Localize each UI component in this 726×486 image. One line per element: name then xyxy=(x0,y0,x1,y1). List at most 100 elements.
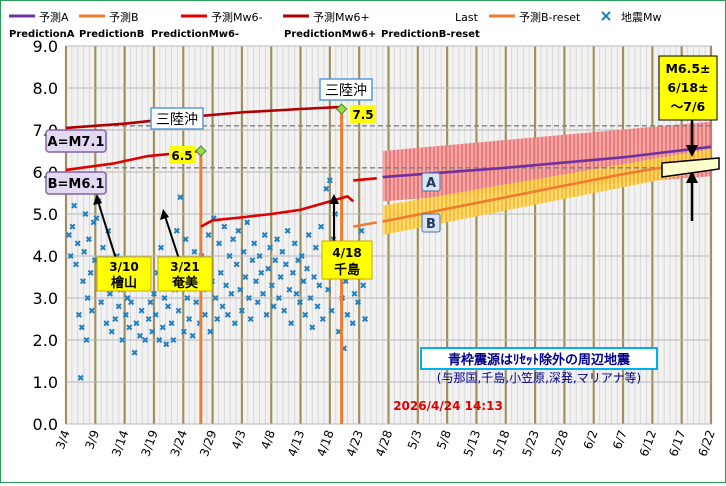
svg-text:青枠震源はﾘｾｯﾄ除外の周辺地震: 青枠震源はﾘｾｯﾄ除外の周辺地震 xyxy=(448,352,631,368)
earthquake-point xyxy=(260,290,267,297)
earthquake-point xyxy=(214,315,221,323)
legend-sublabel: PredictionB-reset xyxy=(381,29,480,40)
series-line xyxy=(200,195,355,228)
svg-text:三陸沖: 三陸沖 xyxy=(325,83,367,99)
earthquake-point xyxy=(177,194,184,201)
earthquake-point xyxy=(265,265,272,272)
earthquake-point xyxy=(163,341,170,348)
y-tick-label: 2.0 xyxy=(33,331,58,350)
x-tick-label: 4/8 xyxy=(258,428,278,451)
legend-label: 予測Mw6+ xyxy=(313,10,370,24)
earthquake-point xyxy=(168,320,175,327)
tag-4-18-chishima: 4/18 千島 xyxy=(321,240,373,280)
legend-label: 予測Mw6- xyxy=(211,10,262,24)
earthquake-point xyxy=(165,303,172,310)
last-marker xyxy=(195,145,207,157)
earthquake-point xyxy=(288,320,295,327)
earthquake-point xyxy=(201,311,208,318)
legend-label: 予測B xyxy=(109,10,139,24)
earthquake-point xyxy=(342,278,349,285)
earthquake-point xyxy=(263,311,270,318)
earthquake-point xyxy=(325,286,332,293)
earthquake-point xyxy=(91,257,98,264)
x-tick-label: 5/28 xyxy=(549,428,571,458)
legend-label: 地震Mw xyxy=(621,11,662,24)
x-tick-label: 5/23 xyxy=(520,428,542,458)
earthquake-point xyxy=(170,336,177,344)
earthquake-point xyxy=(295,257,302,264)
earthquake-point xyxy=(152,311,159,318)
x-tick-label: 4/13 xyxy=(285,428,307,458)
earthquake-point xyxy=(293,290,300,297)
earthquake-point xyxy=(291,240,298,247)
earthquake-point xyxy=(149,328,156,335)
earthquake-point xyxy=(150,290,157,297)
earthquake-point xyxy=(242,273,249,281)
earthquake-point xyxy=(282,261,289,268)
legend-label: Last xyxy=(455,11,479,24)
earthquake-point xyxy=(328,307,335,314)
earthquake-point xyxy=(82,210,89,218)
svg-text:奄美: 奄美 xyxy=(171,275,199,291)
band-label-b: B xyxy=(421,213,441,233)
earthquake-point xyxy=(279,248,286,255)
earthquake-point xyxy=(224,311,231,318)
label-b-m61: B=M6.1 xyxy=(45,171,107,195)
earthquake-point xyxy=(284,227,291,234)
earthquake-point xyxy=(270,303,277,310)
earthquake-point xyxy=(67,252,74,260)
earthquake-point xyxy=(254,299,261,306)
x-tick-label: 4/3 xyxy=(229,428,249,451)
earthquake-point xyxy=(216,240,223,247)
earthquake-point xyxy=(247,315,254,323)
earthquake-point xyxy=(311,273,318,281)
y-tick-label: 3.0 xyxy=(33,289,58,308)
x-tick-label: 5/13 xyxy=(461,428,483,458)
forecast-callout: M6.5± 6/18± ～7/6 xyxy=(658,55,718,121)
earthquake-point xyxy=(268,282,275,289)
earthquake-point xyxy=(180,328,187,335)
earthquake-point xyxy=(249,257,256,264)
y-tick-label: 5.0 xyxy=(33,205,58,224)
earthquake-point xyxy=(75,311,82,318)
svg-text:A=M7.1: A=M7.1 xyxy=(48,135,105,150)
earthquake-point xyxy=(231,320,238,327)
earthquake-point xyxy=(106,290,113,297)
tag-3-21-amami: 3/21 奄美 xyxy=(157,256,213,292)
legend: 予測A PredictionA 予測B PredictionB 予測Mw6- Predic… xyxy=(9,10,662,40)
earthquake-point xyxy=(219,303,226,310)
x-tick-label: 5/18 xyxy=(490,428,512,458)
earthquake-point xyxy=(221,223,228,230)
earthquake-point xyxy=(99,244,106,251)
y-tick-label: 4.0 xyxy=(33,247,58,266)
series-line xyxy=(353,177,377,182)
earthquake-point xyxy=(303,265,311,272)
band-label-a: A xyxy=(421,172,441,192)
info-box: 青枠震源はﾘｾｯﾄ除外の周辺地震 (与那国,千島,小笠原,深発,マリアナ等) xyxy=(420,347,658,385)
earthquake-point xyxy=(300,278,307,285)
x-tick-label: 4/28 xyxy=(373,428,395,458)
earthquake-point xyxy=(233,261,240,268)
earthquake-point xyxy=(138,307,145,314)
y-axis-ticks: 9.08.07.06.05.04.03.02.01.00.0 xyxy=(33,37,58,434)
tag-3-10-hiyama: 3/10 檜山 xyxy=(96,256,152,292)
earthquake-point xyxy=(189,332,196,339)
label-a-m71: A=M7.1 xyxy=(45,129,107,153)
earthquake-point xyxy=(98,299,105,306)
x-tick-label: 3/29 xyxy=(197,428,219,458)
earthquake-point xyxy=(296,299,303,306)
earthquake-point xyxy=(277,273,284,281)
earthquake-point xyxy=(122,311,129,318)
reference-lines xyxy=(106,125,711,169)
earthquake-point xyxy=(228,290,235,297)
earthquake-point xyxy=(186,315,193,323)
legend-sublabel: PredictionB xyxy=(79,29,144,40)
x-tick-label: 4/23 xyxy=(344,428,366,458)
earthquake-point xyxy=(226,252,233,260)
earthquake-point xyxy=(207,328,214,335)
earthquake-point xyxy=(115,303,122,310)
value-label-7-5: 7.5 xyxy=(350,105,376,123)
earthquake-point xyxy=(238,307,245,314)
earthquake-point xyxy=(360,282,367,289)
